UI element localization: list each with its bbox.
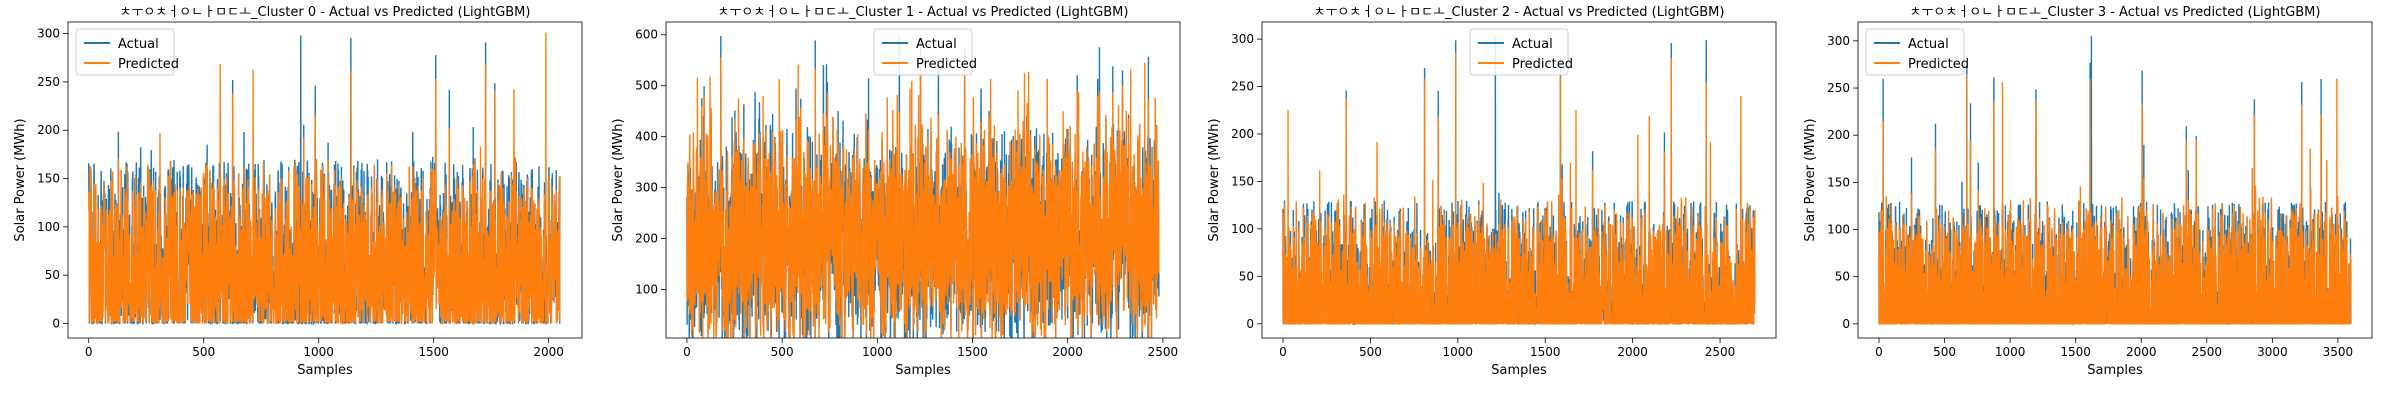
- y-tick-label: 200: [635, 232, 658, 246]
- axes-frame: [1261, 21, 1777, 339]
- y-axis-label: Solar Power (MWh): [611, 118, 626, 241]
- x-tick-label: 0: [683, 345, 691, 359]
- x-axis-label: Samples: [895, 363, 951, 378]
- y-tick-label: 0: [1246, 317, 1254, 331]
- x-tick-label: 500: [1933, 345, 1956, 359]
- y-tick-label: 0: [1842, 317, 1850, 331]
- x-tick-label: 3000: [2257, 345, 2288, 359]
- y-tick-label: 150: [1827, 175, 1850, 189]
- y-tick-label: 100: [1827, 223, 1850, 237]
- chart-title: ㅊㅜㅇㅊㅓㅇㄴㅏㅁㄷㅗ_Cluster 0 - Actual vs Predic…: [120, 5, 531, 20]
- chart-title: ㅊㅜㅇㅊㅓㅇㄴㅏㅁㄷㅗ_Cluster 2 - Actual vs Predic…: [1314, 5, 1725, 20]
- x-tick-label: 0: [85, 345, 93, 359]
- axes-frame: [67, 21, 583, 339]
- x-tick-label: 1500: [957, 345, 988, 359]
- y-tick-label: 600: [635, 28, 658, 42]
- x-tick-label: 3500: [2323, 345, 2354, 359]
- legend: Actual Predicted: [1469, 28, 1573, 76]
- x-tick-label: 2000: [533, 345, 564, 359]
- axes-frame: [665, 21, 1181, 339]
- y-axis-label: Solar Power (MWh): [1207, 118, 1222, 241]
- y-tick-label: 150: [1231, 174, 1254, 188]
- y-tick-label: 300: [37, 27, 60, 41]
- x-tick-label: 1500: [418, 345, 449, 359]
- axes-frame: [1857, 21, 2373, 339]
- chart-title: ㅊㅜㅇㅊㅓㅇㄴㅏㅁㄷㅗ_Cluster 3 - Actual vs Predic…: [1910, 5, 2321, 20]
- x-axis-label: Samples: [297, 363, 353, 378]
- x-tick-label: 1500: [1530, 345, 1561, 359]
- y-tick-label: 100: [635, 283, 658, 297]
- chart-panel-0: ㅊㅜㅇㅊㅓㅇㄴㅏㅁㄷㅗ_Cluster 0 - Actual vs Predic…: [13, 5, 583, 378]
- y-tick-label: 150: [37, 172, 60, 186]
- x-tick-label: 2500: [2192, 345, 2223, 359]
- legend-label-actual: Actual: [1908, 37, 1949, 52]
- y-tick-label: 300: [635, 181, 658, 195]
- x-tick-label: 1000: [303, 345, 334, 359]
- y-tick-label: 250: [37, 75, 60, 89]
- y-tick-label: 50: [1835, 270, 1850, 284]
- y-tick-label: 100: [37, 220, 60, 234]
- legend-label-predicted: Predicted: [1908, 57, 1969, 72]
- x-axis-label: Samples: [1491, 363, 1547, 378]
- legend-label-actual: Actual: [118, 37, 159, 52]
- legend-label-actual: Actual: [1512, 37, 1553, 52]
- x-tick-label: 500: [192, 345, 215, 359]
- x-tick-label: 0: [1279, 345, 1287, 359]
- legend-label-actual: Actual: [916, 37, 957, 52]
- chart-panel-3: ㅊㅜㅇㅊㅓㅇㄴㅏㅁㄷㅗ_Cluster 3 - Actual vs Predic…: [1803, 5, 2373, 378]
- y-axis-label: Solar Power (MWh): [13, 118, 28, 241]
- legend-label-predicted: Predicted: [1512, 57, 1573, 72]
- x-tick-label: 1000: [1443, 345, 1474, 359]
- y-tick-label: 250: [1231, 80, 1254, 94]
- series-predicted-line: [686, 57, 1160, 338]
- series-predicted-line: [1878, 74, 2352, 327]
- chart-title: ㅊㅜㅇㅊㅓㅇㄴㅏㅁㄷㅗ_Cluster 1 - Actual vs Predic…: [718, 5, 1129, 20]
- x-tick-label: 2000: [1052, 345, 1083, 359]
- x-tick-label: 1000: [1995, 345, 2026, 359]
- x-tick-label: 1500: [2060, 345, 2091, 359]
- chart-panel-2: ㅊㅜㅇㅊㅓㅇㄴㅏㅁㄷㅗ_Cluster 2 - Actual vs Predic…: [1207, 5, 1777, 378]
- x-axis-label: Samples: [2087, 363, 2143, 378]
- y-tick-label: 0: [52, 317, 60, 331]
- y-axis-label: Solar Power (MWh): [1803, 118, 1818, 241]
- chart-panel-1: ㅊㅜㅇㅊㅓㅇㄴㅏㅁㄷㅗ_Cluster 1 - Actual vs Predic…: [611, 5, 1181, 378]
- x-tick-label: 1000: [862, 345, 893, 359]
- series-predicted-line: [1282, 52, 1756, 325]
- y-tick-label: 400: [635, 130, 658, 144]
- x-tick-label: 2000: [1617, 345, 1648, 359]
- legend: Actual Predicted: [873, 28, 977, 76]
- legend: Actual Predicted: [1865, 28, 1969, 76]
- y-tick-label: 50: [45, 268, 60, 282]
- x-tick-label: 0: [1875, 345, 1883, 359]
- y-tick-label: 200: [1827, 128, 1850, 142]
- y-tick-label: 500: [635, 79, 658, 93]
- y-tick-label: 300: [1231, 32, 1254, 46]
- y-tick-label: 250: [1827, 81, 1850, 95]
- legend-label-predicted: Predicted: [916, 57, 977, 72]
- legend-label-predicted: Predicted: [118, 57, 179, 72]
- x-tick-label: 500: [771, 345, 794, 359]
- x-tick-label: 2500: [1148, 345, 1179, 359]
- x-tick-label: 2000: [2126, 345, 2157, 359]
- y-tick-label: 300: [1827, 34, 1850, 48]
- y-tick-label: 50: [1239, 269, 1254, 283]
- x-tick-label: 500: [1359, 345, 1382, 359]
- x-tick-label: 2500: [1705, 345, 1736, 359]
- y-tick-label: 100: [1231, 222, 1254, 236]
- y-tick-label: 200: [1231, 127, 1254, 141]
- y-tick-label: 200: [37, 123, 60, 137]
- legend: Actual Predicted: [75, 28, 179, 76]
- series-predicted-line: [88, 32, 561, 325]
